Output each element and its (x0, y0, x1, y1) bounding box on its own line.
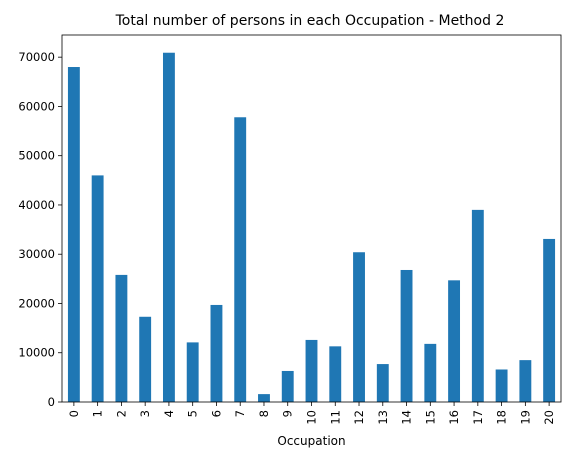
x-tick-label: 18 (495, 410, 509, 425)
bar-7 (234, 117, 247, 402)
x-axis: 0 1 2 3 4 5 6 7 8 9 10 11 12 13 14 15 16 17 18 19 20 (67, 402, 556, 425)
y-tick-label: 30000 (18, 247, 55, 261)
bar-1 (91, 175, 104, 402)
bar-0 (67, 67, 80, 402)
x-tick-label: 6 (209, 410, 223, 417)
bar-10 (305, 339, 318, 402)
bar-12 (353, 252, 365, 402)
bar-18 (495, 369, 508, 402)
bar-19 (519, 360, 532, 402)
x-tick-label: 16 (447, 410, 461, 425)
x-tick-label: 10 (305, 410, 319, 425)
y-axis: 0 10000 20000 30000 40000 50000 60000 70000 (18, 50, 62, 409)
x-axis-label: Occupation (277, 434, 345, 448)
x-tick-label: 1 (91, 410, 105, 417)
y-tick-label: 0 (48, 395, 55, 409)
y-tick-label: 20000 (18, 296, 55, 310)
bar-15 (424, 343, 437, 402)
bar-5 (186, 342, 199, 402)
y-tick-label: 50000 (18, 149, 55, 163)
x-tick-label: 20 (542, 410, 556, 425)
y-tick-label: 60000 (18, 99, 55, 113)
x-tick-label: 19 (518, 410, 532, 425)
x-tick-label: 4 (162, 410, 176, 417)
bar-8 (258, 394, 270, 402)
x-tick-label: 12 (352, 410, 366, 425)
x-tick-label: 13 (376, 410, 390, 425)
plot-frame (61, 34, 562, 403)
x-tick-label: 15 (423, 410, 437, 425)
x-tick-label: 5 (186, 410, 200, 417)
bar-6 (210, 304, 223, 402)
bar-14 (400, 269, 413, 402)
bar-2 (115, 274, 128, 402)
bar-16 (448, 280, 461, 402)
bar-20 (543, 238, 556, 402)
x-tick-label: 0 (67, 410, 81, 417)
y-tick-label: 40000 (18, 198, 55, 212)
bar-series (67, 52, 556, 403)
x-tick-label: 14 (400, 410, 414, 425)
x-tick-label: 8 (257, 410, 271, 417)
x-tick-label: 2 (114, 410, 128, 417)
y-tick-label: 70000 (18, 50, 55, 64)
bar-13 (376, 364, 389, 402)
x-tick-label: 3 (138, 410, 152, 417)
bar-11 (329, 346, 342, 402)
x-tick-label: 9 (281, 410, 295, 417)
bar-17 (471, 209, 484, 402)
chart-title: Total number of persons in each Occupati… (115, 13, 505, 29)
bar-9 (281, 370, 294, 402)
bar-3 (139, 316, 152, 402)
x-tick-label: 17 (471, 410, 485, 425)
bar-4 (162, 52, 175, 403)
x-tick-label: 11 (328, 410, 342, 425)
y-tick-label: 10000 (18, 346, 55, 360)
x-tick-label: 7 (233, 410, 247, 417)
